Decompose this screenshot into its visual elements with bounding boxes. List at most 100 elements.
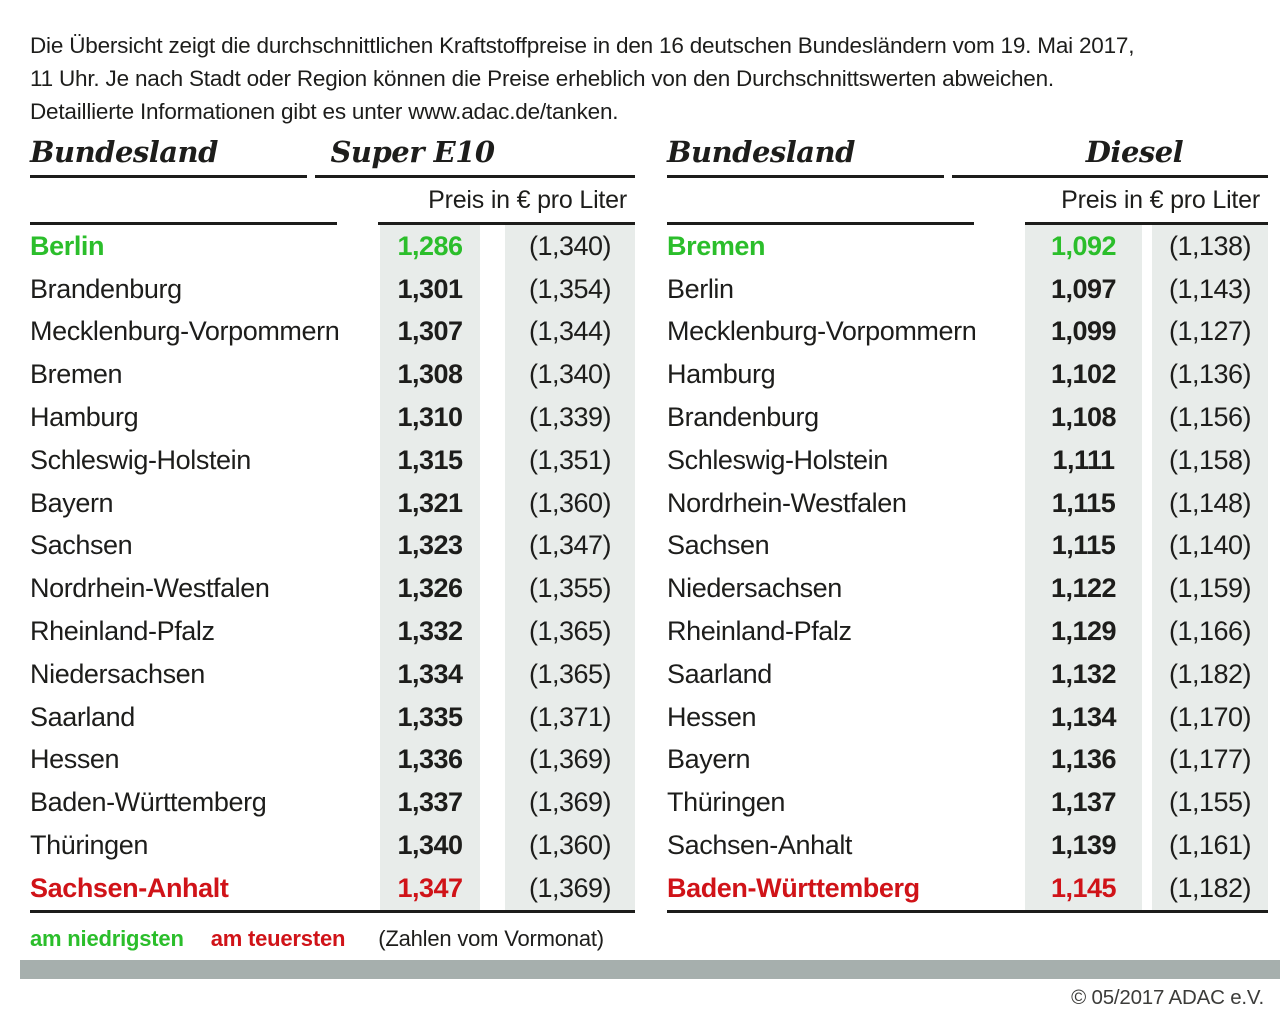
state-name: Bremen xyxy=(30,359,123,390)
previous-month-price: (1,365) xyxy=(505,610,635,653)
column-gap xyxy=(1142,866,1152,910)
bottom-rule xyxy=(667,909,1268,913)
table-row: Niedersachsen 1,122 (1,159) xyxy=(667,567,1268,611)
table-row: Sachsen-Anhalt 1,347 (1,369) xyxy=(30,866,635,910)
current-price: 1,347 xyxy=(380,866,480,910)
subheader-rule xyxy=(30,222,635,225)
state-name: Brandenburg xyxy=(30,273,182,304)
column-gap xyxy=(1142,267,1152,311)
current-price: 1,137 xyxy=(1025,781,1142,825)
state-name: Rheinland-Pfalz xyxy=(667,616,852,647)
header-rule xyxy=(30,175,635,178)
legend: am niedrigsten am teuersten (Zahlen vom … xyxy=(30,926,604,952)
table-row: Rheinland-Pfalz 1,129 (1,166) xyxy=(667,610,1268,653)
current-price: 1,332 xyxy=(380,610,480,653)
current-price: 1,102 xyxy=(1025,353,1142,397)
state-name: Sachsen-Anhalt xyxy=(30,872,229,903)
divider-bar xyxy=(20,960,1280,979)
fuel-column-header: Diesel xyxy=(1085,135,1184,169)
table-row: Saarland 1,335 (1,371) xyxy=(30,695,635,739)
super-e10-table: Bundesland Super E10 Preis in € pro Lite… xyxy=(30,128,635,913)
column-gap xyxy=(480,652,505,696)
current-price: 1,111 xyxy=(1025,438,1142,482)
table-row: Schleswig-Holstein 1,315 (1,351) xyxy=(30,438,635,482)
previous-month-price: (1,159) xyxy=(1152,567,1268,611)
table-row: Hessen 1,134 (1,170) xyxy=(667,695,1268,739)
table-header-row: Bundesland Super E10 xyxy=(30,128,635,175)
current-price: 1,315 xyxy=(380,438,480,482)
column-gap xyxy=(1142,781,1152,825)
previous-month-price: (1,148) xyxy=(1152,481,1268,525)
column-gap xyxy=(1142,524,1152,568)
table-row: Bayern 1,136 (1,177) xyxy=(667,738,1268,782)
current-price: 1,115 xyxy=(1025,524,1142,568)
previous-month-price: (1,156) xyxy=(1152,396,1268,439)
previous-month-price: (1,371) xyxy=(505,695,635,739)
previous-month-price: (1,182) xyxy=(1152,652,1268,696)
table-header-row: Bundesland Diesel xyxy=(667,128,1268,175)
subheader-rule xyxy=(667,222,1268,225)
state-name: Schleswig-Holstein xyxy=(30,444,251,475)
column-gap xyxy=(480,738,505,782)
state-name: Niedersachsen xyxy=(30,658,205,689)
previous-month-price: (1,369) xyxy=(505,866,635,910)
price-unit-header: Preis in € pro Liter xyxy=(1061,185,1260,214)
current-price: 1,134 xyxy=(1025,695,1142,739)
state-name: Niedersachsen xyxy=(667,573,842,604)
table-row: Bayern 1,321 (1,360) xyxy=(30,481,635,525)
table-row: Niedersachsen 1,334 (1,365) xyxy=(30,652,635,696)
current-price: 1,321 xyxy=(380,481,480,525)
table-row: Thüringen 1,137 (1,155) xyxy=(667,781,1268,825)
intro-text: Die Übersicht zeigt die durchschnittlich… xyxy=(30,32,1135,125)
current-price: 1,286 xyxy=(380,225,480,268)
table-row: Nordrhein-Westfalen 1,326 (1,355) xyxy=(30,567,635,611)
column-gap xyxy=(480,610,505,653)
previous-month-price: (1,340) xyxy=(505,225,635,268)
state-name: Baden-Württemberg xyxy=(667,872,920,903)
table-row: Sachsen 1,323 (1,347) xyxy=(30,524,635,568)
current-price: 1,337 xyxy=(380,781,480,825)
column-gap xyxy=(1142,396,1152,439)
column-gap xyxy=(480,481,505,525)
column-gap xyxy=(480,396,505,439)
table-row: Brandenburg 1,108 (1,156) xyxy=(667,396,1268,439)
table-row: Sachsen-Anhalt 1,139 (1,161) xyxy=(667,824,1268,867)
table-row: Hamburg 1,310 (1,339) xyxy=(30,396,635,439)
column-gap xyxy=(1142,567,1152,611)
current-price: 1,310 xyxy=(380,396,480,439)
state-name: Hamburg xyxy=(667,359,776,390)
previous-month-price: (1,138) xyxy=(1152,225,1268,268)
column-gap xyxy=(1142,353,1152,397)
state-name: Nordrhein-Westfalen xyxy=(667,487,907,518)
column-gap xyxy=(1142,481,1152,525)
previous-month-price: (1,143) xyxy=(1152,267,1268,311)
legend-highest: am teuersten xyxy=(210,926,346,951)
state-name: Sachsen xyxy=(30,530,133,561)
state-name: Thüringen xyxy=(667,787,785,818)
current-price: 1,145 xyxy=(1025,866,1142,910)
state-column-header: Bundesland xyxy=(667,135,855,169)
previous-month-price: (1,340) xyxy=(505,353,635,397)
previous-month-price: (1,369) xyxy=(505,781,635,825)
previous-month-price: (1,339) xyxy=(505,396,635,439)
state-name: Mecklenburg-Vorpommern xyxy=(667,316,977,347)
state-name: Rheinland-Pfalz xyxy=(30,616,215,647)
previous-month-price: (1,365) xyxy=(505,652,635,696)
previous-month-price: (1,127) xyxy=(1152,310,1268,354)
state-name: Bremen xyxy=(667,230,766,261)
table-row: Saarland 1,132 (1,182) xyxy=(667,652,1268,696)
previous-month-price: (1,155) xyxy=(1152,781,1268,825)
state-name: Thüringen xyxy=(30,830,148,861)
current-price: 1,132 xyxy=(1025,652,1142,696)
column-gap xyxy=(480,310,505,354)
current-price: 1,099 xyxy=(1025,310,1142,354)
table-row: Mecklenburg-Vorpommern 1,307 (1,344) xyxy=(30,310,635,354)
current-price: 1,307 xyxy=(380,310,480,354)
current-price: 1,108 xyxy=(1025,396,1142,439)
column-gap xyxy=(1142,824,1152,867)
table-row: Hessen 1,336 (1,369) xyxy=(30,738,635,782)
state-name: Saarland xyxy=(667,658,772,689)
state-name: Hessen xyxy=(667,701,757,732)
table-row: Brandenburg 1,301 (1,354) xyxy=(30,267,635,311)
column-gap xyxy=(480,225,505,268)
